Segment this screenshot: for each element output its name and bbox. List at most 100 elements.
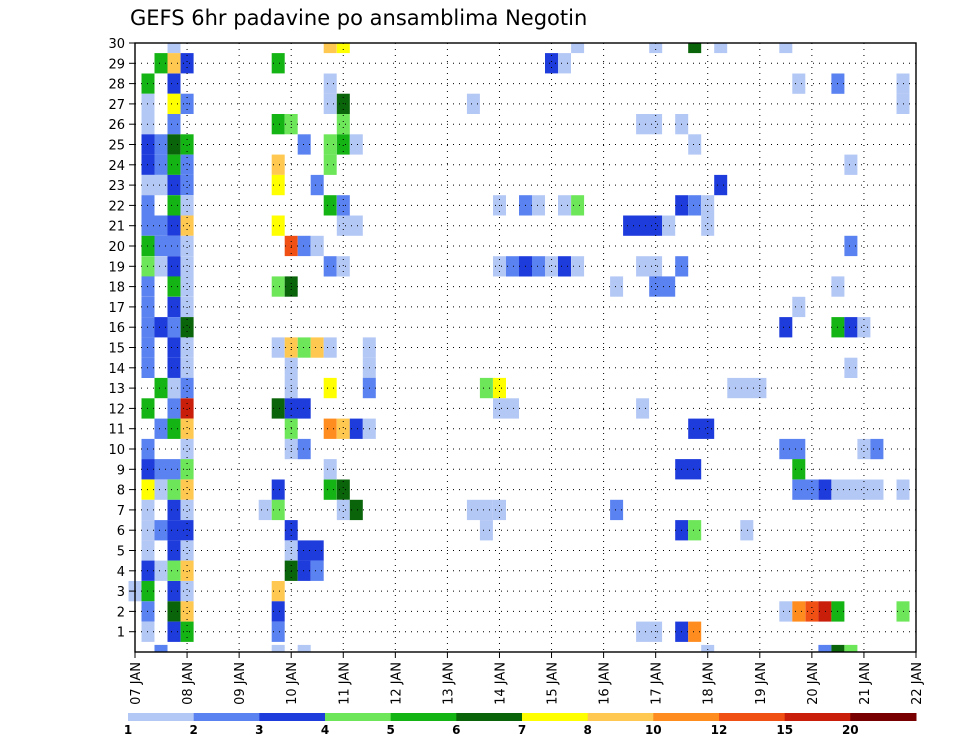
y-tick-label: 6: [117, 524, 125, 539]
precip-cell: [323, 459, 337, 480]
precip-cell: [297, 560, 311, 581]
precip-cell: [336, 43, 350, 54]
precip-cell: [180, 438, 194, 460]
precip-cell: [323, 43, 337, 54]
precip-cell: [323, 256, 337, 277]
precip-cell: [271, 644, 285, 652]
precip-cell: [532, 256, 545, 277]
legend-swatch: [653, 713, 720, 721]
grid-layer: [135, 43, 916, 652]
precip-cell: [805, 601, 819, 622]
precip-cell: [610, 276, 624, 297]
precip-cell: [792, 73, 806, 94]
precip-cell: [167, 601, 181, 622]
y-tick-label: 14: [108, 362, 125, 377]
precip-cell: [571, 195, 585, 216]
precip-cell: [844, 235, 858, 257]
precip-cell: [323, 479, 337, 500]
precip-cell: [857, 317, 871, 338]
precip-cell: [532, 195, 545, 216]
precip-cell: [844, 644, 858, 652]
precip-cell: [180, 134, 194, 155]
precip-cell: [180, 296, 194, 318]
y-tick-label: 21: [108, 220, 125, 235]
precip-cell: [636, 114, 663, 135]
precip-cell: [154, 644, 168, 652]
precip-cell: [493, 256, 506, 277]
legend-swatch: [259, 713, 326, 721]
y-tick-label: 28: [108, 78, 125, 93]
precip-cell: [154, 256, 168, 277]
precip-cell: [323, 418, 337, 439]
precip-cell: [154, 235, 181, 257]
x-tick-label: 08 JAN: [181, 662, 196, 705]
precip-cell: [167, 377, 181, 399]
precip-cell: [271, 154, 285, 175]
precip-cell: [779, 317, 793, 338]
legend-swatch: [719, 713, 786, 721]
precip-cell: [336, 479, 350, 500]
precip-cell: [167, 499, 181, 521]
x-tick-label: 12 JAN: [389, 662, 404, 705]
precip-cell: [271, 114, 285, 135]
legend-label: 12: [711, 723, 728, 737]
precip-cell: [493, 377, 506, 399]
precip-cell: [649, 43, 663, 54]
precip-cell: [167, 73, 181, 94]
legend-label: 15: [776, 723, 793, 737]
precip-cell: [167, 174, 181, 196]
precip-cell: [167, 621, 181, 642]
x-tick-label: 15 JAN: [546, 662, 561, 705]
precip-cell: [479, 520, 493, 541]
precip-cell: [649, 276, 676, 297]
y-tick-label: 12: [108, 402, 125, 417]
x-tick-label: 18 JAN: [702, 662, 717, 705]
legend-label: 5: [387, 723, 395, 737]
precip-cell: [271, 174, 285, 196]
y-tick-label: 15: [108, 342, 125, 357]
precip-cell: [323, 134, 337, 155]
precip-cell: [167, 215, 181, 236]
precip-cell: [180, 581, 194, 602]
precip-cell: [349, 418, 363, 439]
legend-label: 10: [645, 723, 662, 737]
precip-cell: [714, 174, 728, 196]
y-tick-label: 2: [117, 605, 125, 620]
axes-layer: 1234567891011121314151617181920212223242…: [108, 37, 925, 705]
precip-cell: [180, 398, 194, 419]
y-tick-label: 9: [117, 463, 125, 478]
y-tick-label: 7: [117, 504, 125, 519]
precip-cell: [141, 215, 168, 236]
x-tick-label: 07 JAN: [129, 662, 144, 705]
precip-cell: [180, 377, 194, 399]
precip-cell: [271, 581, 285, 602]
precip-cell: [271, 601, 285, 622]
precip-cell: [297, 540, 324, 561]
precip-cell: [310, 235, 324, 257]
y-tick-label: 11: [108, 423, 125, 438]
precip-cell: [180, 540, 194, 561]
precip-cell: [558, 195, 571, 216]
cells-layer: [128, 43, 910, 652]
legend-label: 1: [124, 723, 132, 737]
precip-cell: [844, 357, 858, 378]
precip-cell: [558, 53, 571, 74]
precip-cell: [792, 479, 819, 500]
precip-cell: [688, 195, 702, 216]
precip-cell: [154, 134, 168, 155]
precip-cell: [688, 621, 702, 642]
y-tick-label: 27: [108, 98, 125, 113]
legend-label: 4: [321, 723, 329, 737]
legend-swatch: [522, 713, 589, 721]
precip-cell: [297, 134, 311, 155]
y-tick-label: 19: [108, 260, 125, 275]
y-tick-label: 26: [108, 118, 125, 133]
legend-swatch: [784, 713, 851, 721]
precip-cell: [479, 377, 493, 399]
precip-cell: [779, 43, 793, 54]
legend-label: 7: [518, 723, 526, 737]
precip-cell: [154, 520, 168, 541]
precip-cell: [571, 43, 585, 54]
legend-label: 3: [255, 723, 263, 737]
precip-cell: [167, 134, 181, 155]
